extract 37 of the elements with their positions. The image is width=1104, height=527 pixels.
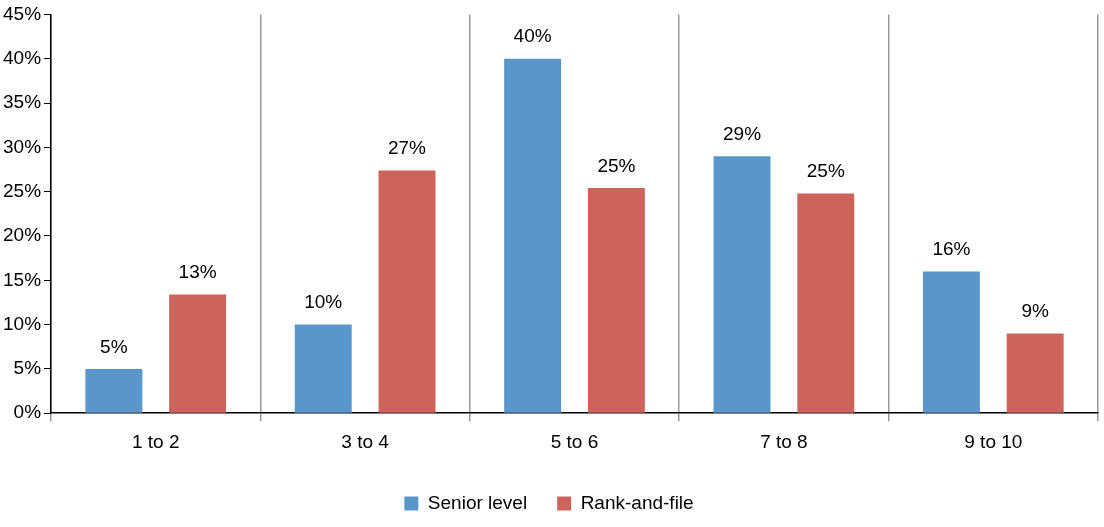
bar [378,170,436,413]
y-tick-label: 25% [3,179,42,201]
legend-label: Senior level [427,491,528,513]
bar [294,324,352,413]
data-label: 16% [932,238,971,260]
data-label: 29% [723,122,762,144]
data-label: 9% [1021,300,1050,322]
x-tick-label: 3 to 4 [341,430,390,452]
y-tick-label: 20% [3,224,42,246]
y-tick-label: 45% [3,2,42,24]
bar [797,193,855,413]
data-label: 13% [178,261,217,283]
data-label: 5% [100,335,128,357]
data-label: 27% [387,137,427,159]
bar [1006,333,1064,413]
bar [504,58,562,413]
legend-label: Rank-and-file [580,491,694,513]
bar [169,294,227,413]
x-tick-label: 1 to 2 [131,430,180,452]
y-tick-label: 35% [3,91,42,113]
y-tick-label: 0% [13,401,42,423]
x-tick-label: 7 to 8 [760,430,808,452]
data-label: 25% [806,160,845,182]
x-tick-label: 5 to 6 [550,430,599,452]
y-tick-label: 15% [3,268,42,290]
data-label: 40% [513,25,552,47]
bar [587,188,645,413]
y-tick-label: 40% [3,46,42,68]
y-tick-label: 5% [13,357,42,379]
data-label: 10% [304,291,343,313]
y-tick-label: 10% [3,312,42,334]
y-tick-label: 30% [3,135,42,157]
bar [85,368,143,413]
bar [922,271,980,413]
bar [713,156,771,413]
x-tick-label: 9 to 10 [964,430,1023,452]
data-label: 25% [597,154,636,176]
